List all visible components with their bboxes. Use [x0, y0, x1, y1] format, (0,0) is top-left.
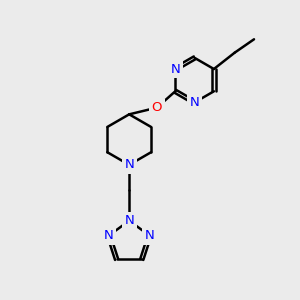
- Text: N: N: [124, 158, 134, 171]
- Text: N: N: [104, 229, 114, 242]
- Text: N: N: [190, 96, 200, 109]
- Text: N: N: [124, 214, 134, 227]
- Text: N: N: [170, 62, 180, 76]
- Text: N: N: [145, 229, 154, 242]
- Text: O: O: [152, 101, 162, 114]
